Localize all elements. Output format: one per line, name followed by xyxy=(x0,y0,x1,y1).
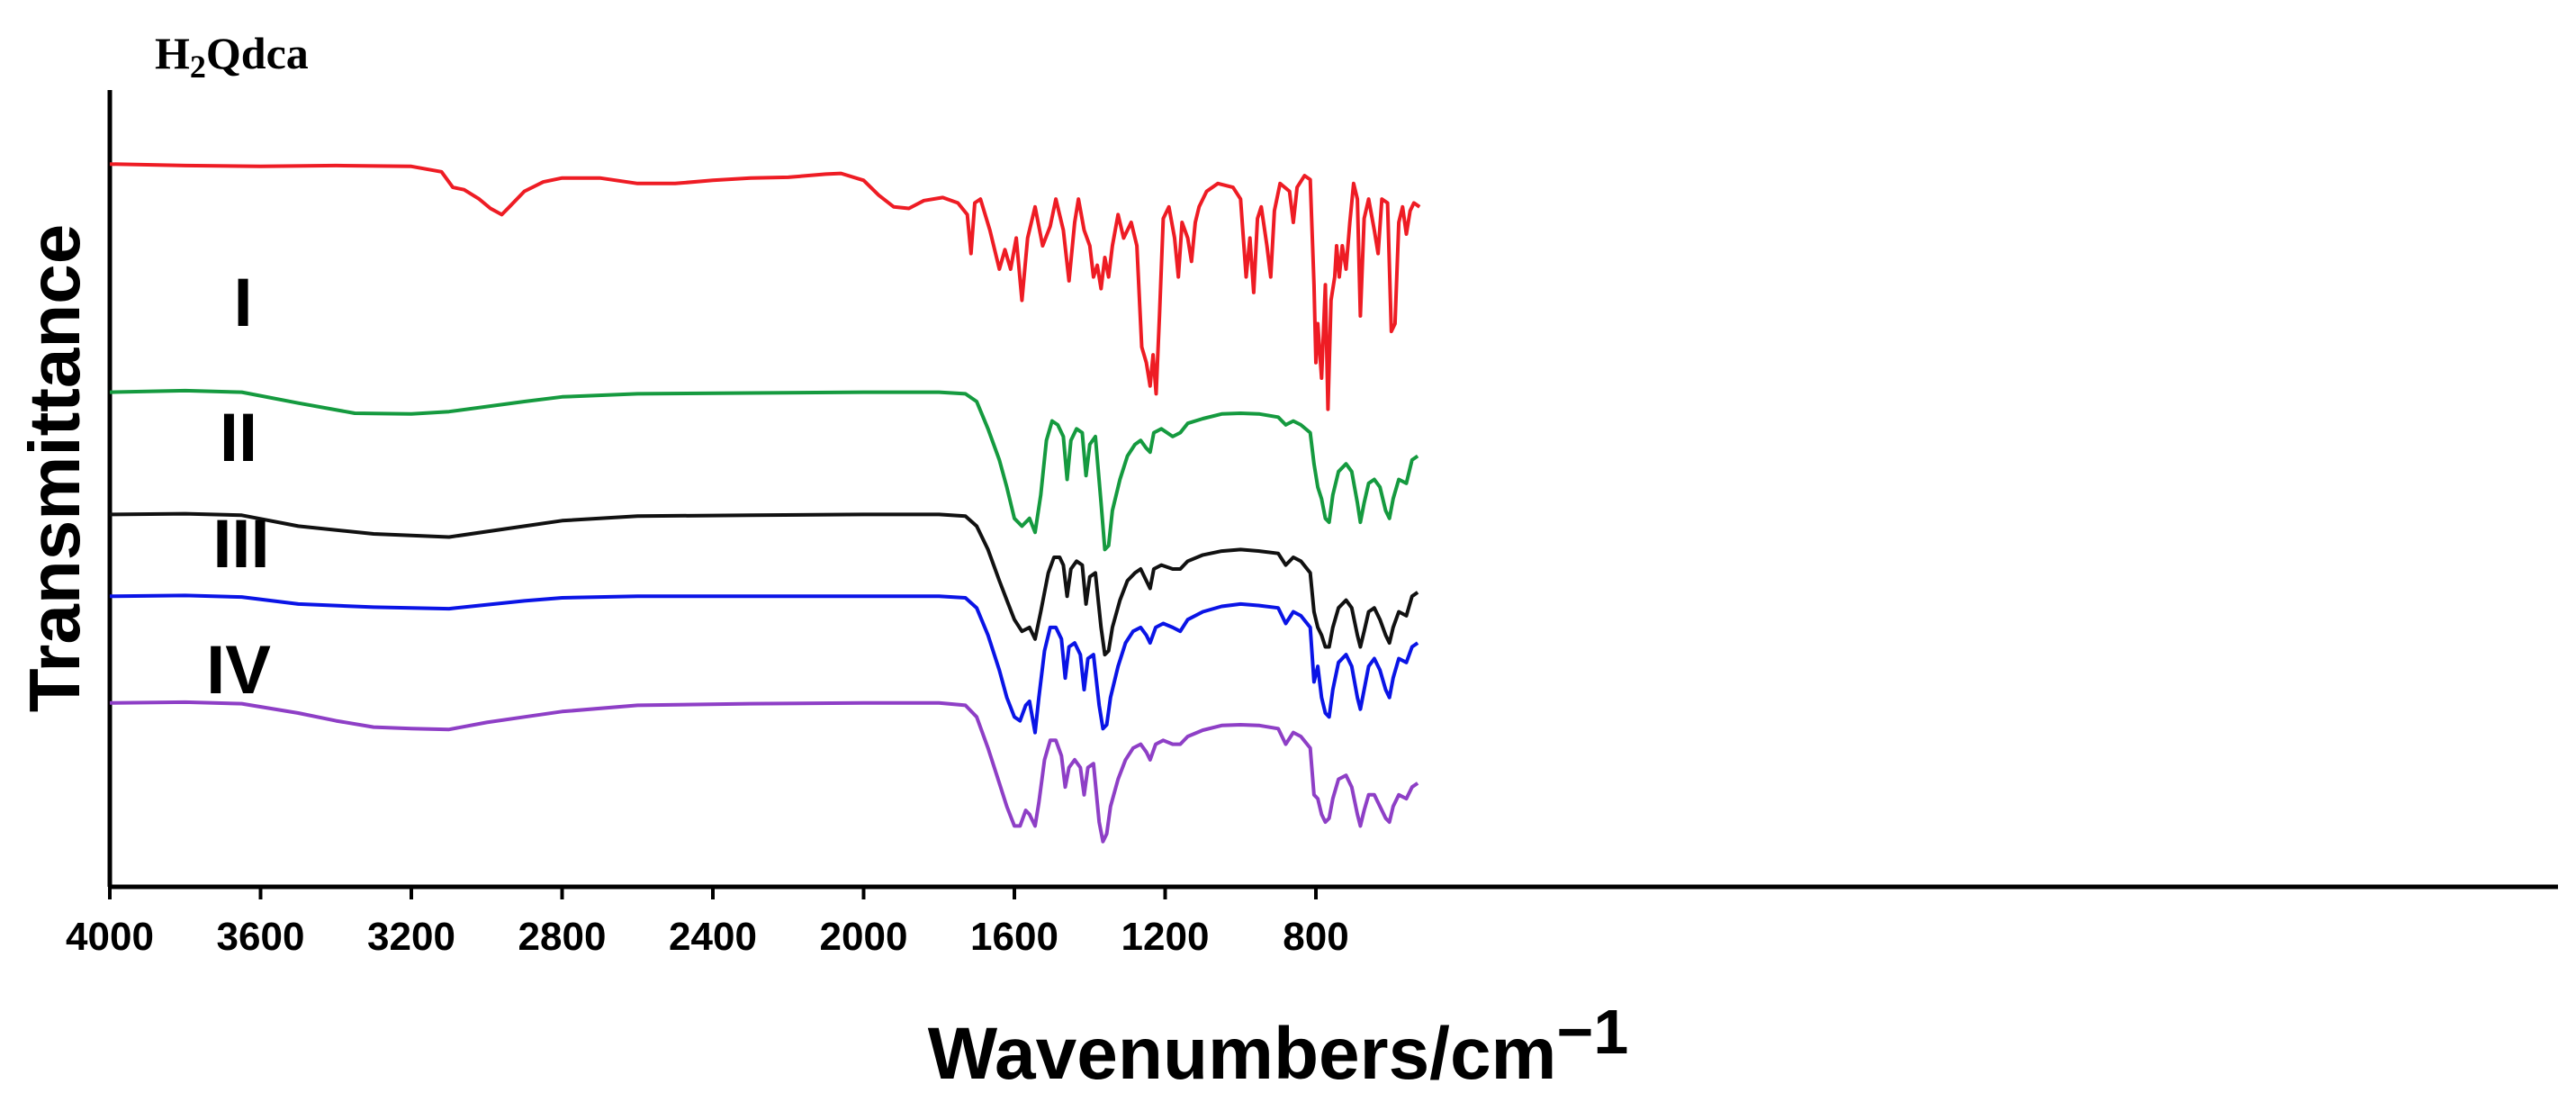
series-label-h2qdca-main: H xyxy=(155,28,190,78)
x-tick-label-800: 800 xyxy=(1283,915,1348,959)
series-label-ii: II xyxy=(220,400,257,476)
x-tick-label-3200: 3200 xyxy=(367,915,455,959)
series-line-ii xyxy=(109,511,1419,657)
series-label-i: I xyxy=(233,265,252,341)
y-axis-title: Transmittance xyxy=(14,224,95,712)
x-tick-label-4000: 4000 xyxy=(66,915,154,959)
series-label-h2qdca: H2Qdca xyxy=(155,28,309,85)
series-line-iii xyxy=(109,593,1419,735)
x-tick-label-2000: 2000 xyxy=(820,915,908,959)
series-line-h2qdca xyxy=(109,162,1421,411)
series-line-i xyxy=(109,388,1419,552)
series-label-iii: III xyxy=(212,506,269,583)
x-axis-title-text: Wavenumbers/cm xyxy=(928,1013,1557,1095)
series-line-iv xyxy=(109,700,1419,844)
x-axis-ticks: 4000 3600 3200 2800 2400 2000 1600 1200 800 xyxy=(66,887,1349,959)
series-lines xyxy=(109,162,1421,844)
x-tick-label-2400: 2400 xyxy=(669,915,757,959)
series-label-iv: IV xyxy=(206,632,271,709)
x-tick-label-1200: 1200 xyxy=(1121,915,1210,959)
series-label-h2qdca-rest: Qdca xyxy=(206,28,309,78)
x-tick-label-3600: 3600 xyxy=(217,915,305,959)
x-tick-label-2800: 2800 xyxy=(518,915,607,959)
x-axis-title: Wavenumbers/cm−1 xyxy=(928,997,1629,1095)
x-tick-label-1600: 1600 xyxy=(970,915,1058,959)
series-label-h2qdca-subscript: 2 xyxy=(190,49,206,85)
x-axis-title-exponent: −1 xyxy=(1556,997,1628,1067)
